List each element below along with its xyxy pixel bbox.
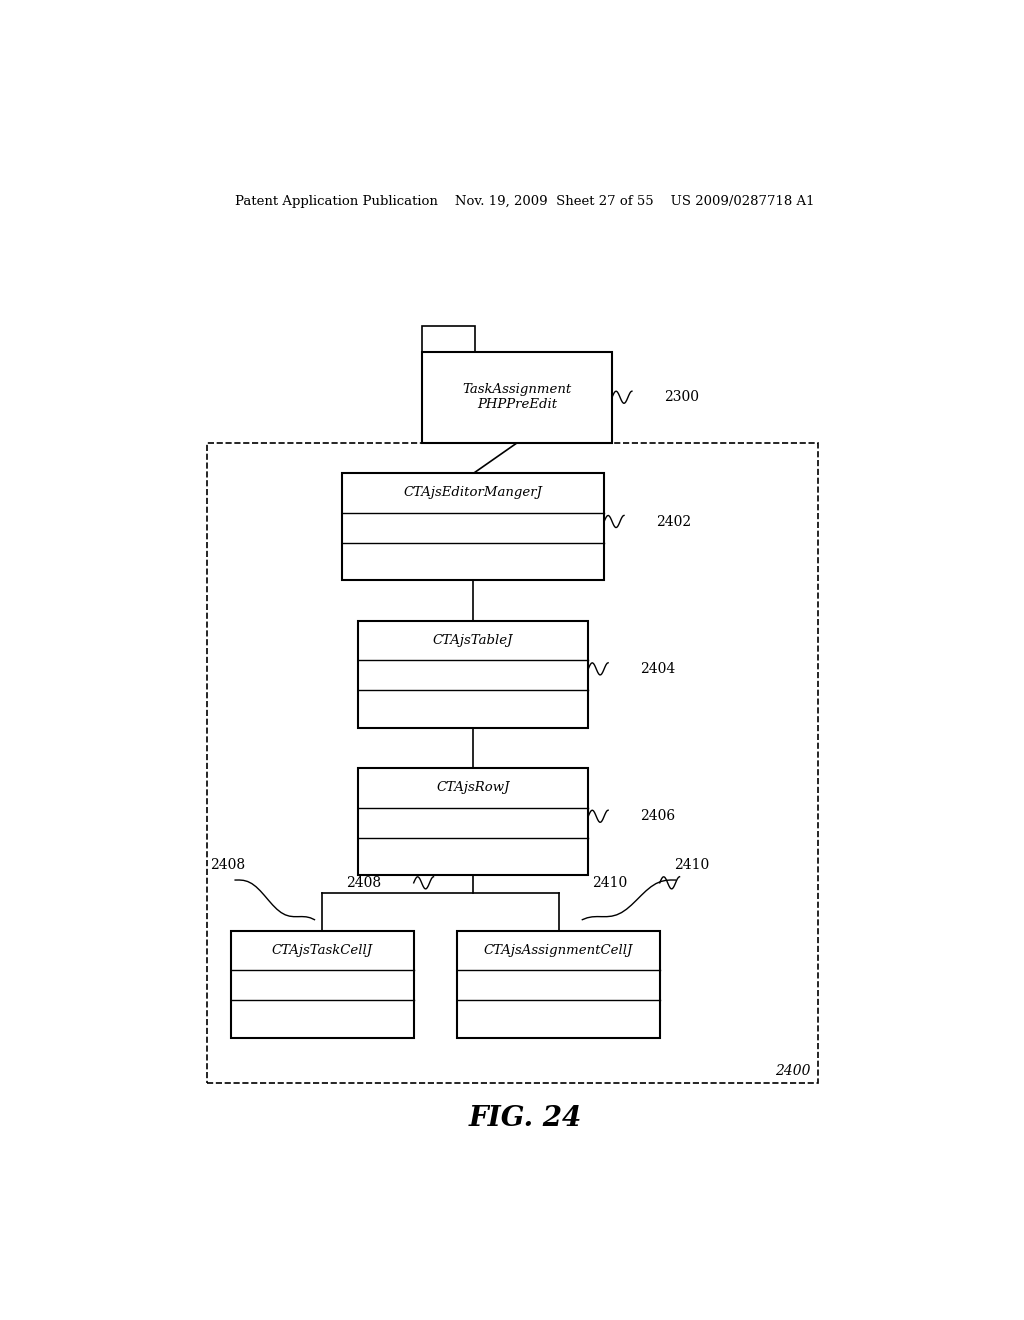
Text: 2410: 2410 (674, 858, 709, 871)
Text: 2410: 2410 (592, 876, 628, 890)
Text: 2300: 2300 (664, 391, 698, 404)
Text: 2400: 2400 (775, 1064, 811, 1078)
Text: CTAjsRowJ: CTAjsRowJ (436, 781, 510, 793)
Bar (358, 620, 588, 727)
Text: Patent Application Publication    Nov. 19, 2009  Sheet 27 of 55    US 2009/02877: Patent Application Publication Nov. 19, … (236, 194, 814, 207)
Bar (458, 931, 659, 1038)
Text: CTAjsEditorMangerJ: CTAjsEditorMangerJ (403, 486, 543, 499)
Bar (422, 326, 475, 351)
Text: CTAjsTableJ: CTAjsTableJ (433, 634, 513, 647)
Bar (358, 768, 588, 875)
Bar (207, 444, 818, 1084)
Text: FIG. 24: FIG. 24 (468, 1105, 582, 1133)
Text: 2404: 2404 (640, 661, 675, 676)
Text: CTAjsAssignmentCellJ: CTAjsAssignmentCellJ (484, 944, 633, 957)
Bar (342, 474, 604, 581)
Text: 2408: 2408 (346, 876, 381, 890)
Text: 2402: 2402 (655, 515, 691, 528)
Text: 2408: 2408 (210, 858, 245, 871)
Text: 2406: 2406 (640, 809, 675, 824)
Bar (422, 351, 612, 444)
Text: CTAjsTaskCellJ: CTAjsTaskCellJ (271, 944, 373, 957)
Bar (231, 931, 414, 1038)
Text: TaskAssignment
PHPPreEdit: TaskAssignment PHPPreEdit (462, 383, 571, 412)
